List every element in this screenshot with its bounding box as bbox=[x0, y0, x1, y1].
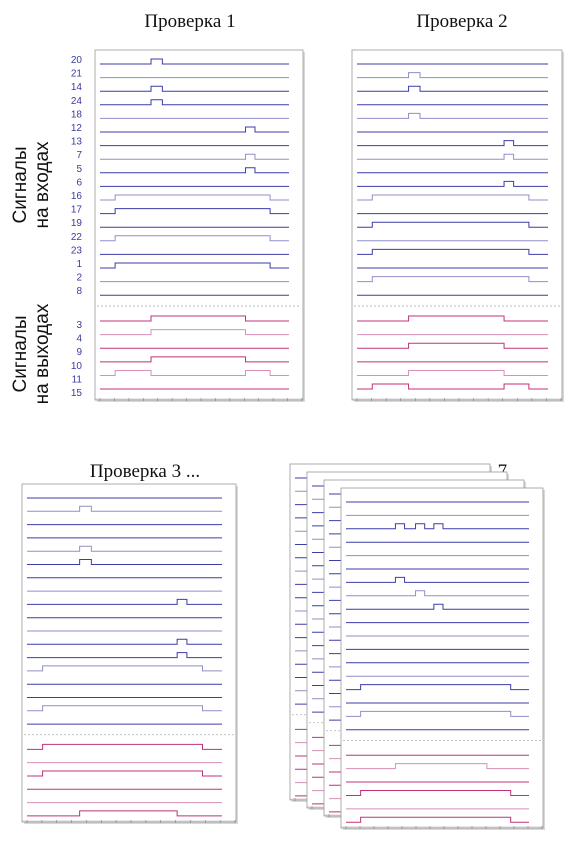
signal-label-19: 19 bbox=[71, 218, 83, 229]
signal-label-2: 2 bbox=[76, 273, 82, 284]
panel-check-2-trace-14 bbox=[357, 85, 548, 92]
panel-check-1 bbox=[94, 49, 305, 402]
signal-label-6: 6 bbox=[76, 177, 82, 188]
signal-label-5: 5 bbox=[76, 164, 82, 175]
panel-check-3-trace-15 bbox=[27, 810, 222, 817]
panel-check-3-trace-12 bbox=[27, 559, 222, 565]
panel-check-1-trace-17 bbox=[100, 208, 289, 215]
signal-label-7: 7 bbox=[76, 150, 82, 161]
panel-check-7-trace-7 bbox=[346, 590, 529, 597]
panel-check-2-trace-16 bbox=[357, 194, 548, 201]
signal-label-23: 23 bbox=[71, 245, 83, 256]
panel-check-1-trace-22 bbox=[100, 235, 289, 242]
signal-label-15: 15 bbox=[71, 388, 83, 399]
signal-label-14: 14 bbox=[71, 82, 83, 93]
signal-label-22: 22 bbox=[71, 232, 83, 243]
signal-label-11: 11 bbox=[72, 374, 83, 385]
panel-check-1-trace-24 bbox=[100, 99, 289, 106]
panel-check-7-trace-15 bbox=[346, 816, 529, 823]
title-check-2: Проверка 2 bbox=[416, 11, 507, 32]
panel-check-2-frame bbox=[351, 49, 563, 401]
panel-check-3-trace-19 bbox=[27, 652, 222, 659]
panel-check-2-trace-2 bbox=[357, 276, 548, 283]
signal-label-1: 1 bbox=[76, 259, 82, 270]
signal-label-9: 9 bbox=[76, 347, 82, 358]
signal-label-13: 13 bbox=[71, 137, 83, 148]
signal-label-21: 21 bbox=[71, 69, 83, 80]
panel-check-7-trace-2 bbox=[346, 710, 529, 717]
panel-check-1-trace-20 bbox=[100, 58, 289, 65]
panel-check-2-trace-3 bbox=[357, 315, 548, 322]
panel-check-2-trace-6 bbox=[357, 180, 548, 187]
panel-check-2-trace-19 bbox=[357, 221, 548, 228]
panel-check-3-trace-18 bbox=[27, 545, 222, 552]
panel-check-2-trace-15 bbox=[357, 383, 548, 390]
panel-check-1-trace-1 bbox=[100, 262, 289, 269]
panel-check-7-trace-4 bbox=[346, 763, 529, 770]
panel-check-3-trace-3 bbox=[27, 743, 222, 750]
panel-check-1-trace-7 bbox=[100, 153, 289, 160]
signal-label-24: 24 bbox=[71, 96, 83, 107]
panel-check-1-trace-16 bbox=[100, 194, 289, 201]
signal-label-8: 8 bbox=[76, 286, 82, 297]
panel-check-2-trace-7 bbox=[357, 153, 548, 160]
signal-label-16: 16 bbox=[71, 191, 83, 202]
signal-label-20: 20 bbox=[71, 55, 83, 66]
panel-check-3 bbox=[21, 483, 238, 824]
panel-check-7-trace-14 bbox=[346, 523, 529, 530]
panel-check-2-trace-21 bbox=[357, 72, 548, 79]
panel-check-2-trace-13 bbox=[357, 140, 548, 147]
panel-check-3-trace-9 bbox=[27, 770, 222, 777]
signal-label-17: 17 bbox=[71, 205, 83, 216]
panel-check-1-trace-12 bbox=[100, 126, 289, 133]
panel-check-3-trace-21 bbox=[27, 505, 222, 512]
signal-label-10: 10 bbox=[71, 361, 83, 372]
signal-label-18: 18 bbox=[71, 109, 83, 120]
signal-label-3: 3 bbox=[76, 320, 82, 331]
label-inputs-line2: на входах bbox=[32, 141, 53, 229]
panel-check-2-trace-23 bbox=[357, 248, 548, 255]
panel-check-3-trace-17 bbox=[27, 638, 222, 645]
panel-check-1-trace-14 bbox=[100, 85, 289, 92]
panel-check-3-trace-22 bbox=[27, 665, 222, 672]
panel-check-2-trace-18 bbox=[357, 112, 548, 119]
panel-check-7-trace-10 bbox=[346, 789, 529, 796]
panel-check-2-trace-11 bbox=[357, 369, 548, 376]
panel-check-3-trace-2 bbox=[27, 705, 222, 712]
panel-check-2-trace-9 bbox=[357, 342, 548, 349]
panel-check-7 bbox=[340, 487, 545, 830]
panel-check-1-trace-4 bbox=[100, 329, 289, 336]
panels bbox=[21, 49, 564, 830]
panel-check-7-frame bbox=[340, 487, 544, 829]
title-check-1: Проверка 1 bbox=[144, 11, 235, 32]
panel-check-3-trace-5 bbox=[27, 598, 222, 605]
signal-label-12: 12 bbox=[71, 123, 83, 134]
title-check-3: Проверка 3 ... bbox=[90, 461, 200, 482]
signal-label-4: 4 bbox=[76, 334, 82, 345]
panel-check-2 bbox=[351, 49, 564, 402]
panel-check-3-frame bbox=[21, 483, 237, 823]
panel-check-1-trace-11 bbox=[100, 369, 289, 376]
panel-check-7-trace-5 bbox=[346, 603, 529, 610]
panel-check-1-frame bbox=[94, 49, 304, 401]
panel-check-7-trace-23 bbox=[346, 684, 529, 691]
label-outputs-line2: на выходах bbox=[32, 303, 53, 404]
panel-check-1-trace-10 bbox=[100, 356, 289, 363]
panel-check-7-trace-13 bbox=[346, 576, 529, 583]
panel-check-1-trace-5 bbox=[100, 167, 289, 174]
label-outputs-line1: Сигналы bbox=[10, 315, 31, 392]
panel-check-1-trace-3 bbox=[100, 315, 289, 322]
label-inputs-line1: Сигналы bbox=[10, 146, 31, 223]
